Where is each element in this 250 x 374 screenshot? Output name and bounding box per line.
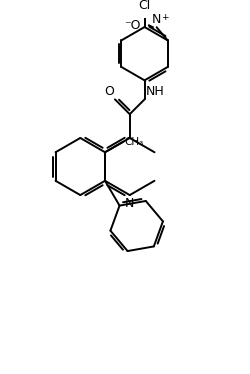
Text: N: N bbox=[124, 197, 134, 210]
Text: CH₃: CH₃ bbox=[124, 137, 143, 147]
Text: Cl: Cl bbox=[138, 0, 150, 12]
Text: ⁻O: ⁻O bbox=[124, 19, 140, 32]
Text: NH: NH bbox=[145, 85, 164, 98]
Text: +: + bbox=[161, 12, 168, 22]
Text: N: N bbox=[151, 13, 161, 26]
Text: O: O bbox=[104, 85, 114, 98]
